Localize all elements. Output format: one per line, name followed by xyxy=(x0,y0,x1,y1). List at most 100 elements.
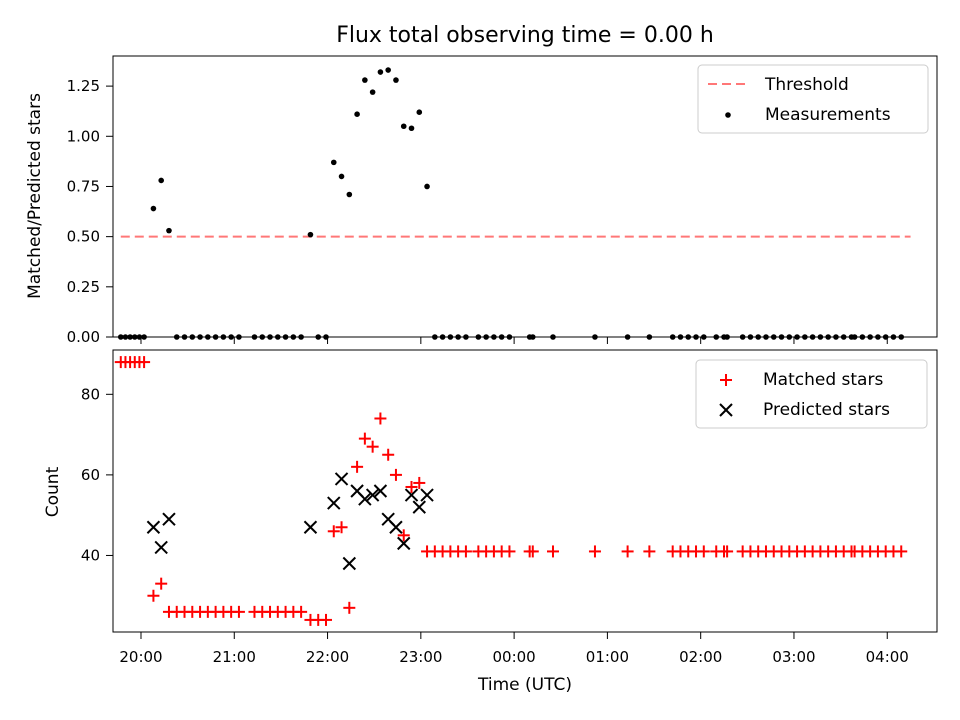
matched-star-point xyxy=(382,448,395,461)
bottom-legend-box xyxy=(695,359,928,429)
top-y-tick-label: 0.75 xyxy=(67,177,100,195)
predicted-star-point xyxy=(327,496,341,510)
matched-star-point xyxy=(546,545,559,558)
legend-matched-swatch xyxy=(720,374,732,386)
matched-star-point xyxy=(526,545,539,558)
measurement-point xyxy=(158,177,164,184)
matched-star-point xyxy=(343,601,356,614)
matched-star-point xyxy=(895,545,908,558)
top-plot-frame xyxy=(112,55,938,338)
predicted-star-point xyxy=(154,540,168,555)
top-legend: Threshold Measurements xyxy=(697,64,929,134)
bottom-y-ticks: 40 60 80 xyxy=(81,385,113,564)
top-chart-title: Flux total observing time = 0.00 h xyxy=(336,23,714,48)
matched-star-point xyxy=(138,356,151,369)
predicted-star-point xyxy=(365,488,380,502)
legend-measurements-swatch xyxy=(725,112,731,118)
measurement-point xyxy=(338,173,345,180)
predicted-star-point xyxy=(334,472,349,486)
matched-star-point xyxy=(147,589,160,602)
predicted-star-point xyxy=(397,536,411,551)
legend-predicted-label: Predicted stars xyxy=(763,400,890,420)
top-y-tick-label: 0.00 xyxy=(67,328,100,346)
matched-star-point xyxy=(405,480,418,493)
top-y-tick-label: 0.25 xyxy=(67,278,100,296)
matched-star-point xyxy=(319,613,332,626)
measurement-point xyxy=(393,77,399,83)
bottom-y-tick-label: 40 xyxy=(81,546,100,564)
bottom-x-tick-label: 21:00 xyxy=(213,648,256,666)
bottom-y-tick-label: 60 xyxy=(81,466,100,484)
top-y-axis-label: Matched/Predicted stars xyxy=(25,93,45,299)
measurement-point xyxy=(307,231,314,238)
matched-star-point xyxy=(366,440,379,453)
matched-star-point xyxy=(643,545,656,558)
top-panel: Flux total observing time = 0.00 h 0.000… xyxy=(25,23,938,346)
top-y-tick-label: 0.50 xyxy=(67,228,100,246)
predicted-star-point xyxy=(373,484,388,498)
matched-star-point xyxy=(389,468,402,481)
matched-star-point xyxy=(503,545,516,558)
top-y-ticks: 0.00 0.25 0.50 0.75 1.00 1.25 xyxy=(67,77,113,346)
bottom-panel: 40 60 80 20:00 21:00 22:00 23:00 00:00 01:00 02:… xyxy=(43,349,938,695)
bottom-y-tick-label: 80 xyxy=(81,385,100,403)
bottom-x-ticks: 20:00 21:00 22:00 23:00 00:00 01:00 02:00 03:00… xyxy=(119,632,909,666)
predicted-star-point xyxy=(146,520,161,534)
measurement-point xyxy=(400,123,407,130)
measurement-point xyxy=(362,77,368,83)
top-legend-box xyxy=(697,64,929,134)
matched-star-point xyxy=(358,432,371,445)
measurement-point xyxy=(346,191,353,198)
predicted-star-point xyxy=(162,512,176,526)
bottom-x-tick-label: 01:00 xyxy=(586,648,629,666)
measurement-point xyxy=(166,227,172,234)
matched-star-point xyxy=(588,545,601,558)
matched-star-point xyxy=(335,521,348,534)
bottom-legend: Matched stars Predicted stars xyxy=(695,359,928,429)
measurement-point xyxy=(408,125,415,132)
bottom-x-tick-label: 00:00 xyxy=(492,648,535,666)
bottom-x-tick-label: 20:00 xyxy=(119,648,162,666)
legend-threshold-label: Threshold xyxy=(764,75,849,95)
predicted-star-point xyxy=(358,492,372,506)
measurement-point xyxy=(416,109,423,115)
matched-star-point xyxy=(721,545,734,558)
legend-matched-marker xyxy=(720,374,732,386)
measurement-point xyxy=(377,69,384,75)
bottom-x-axis-label: Time (UTC) xyxy=(477,675,572,695)
matched-star-point xyxy=(397,529,410,542)
bottom-plot-frame xyxy=(112,349,938,633)
predicted-star-point xyxy=(404,488,419,502)
matched-star-point xyxy=(351,460,364,473)
top-y-tick-label: 1.25 xyxy=(67,77,100,95)
matched-star-point xyxy=(459,545,472,558)
measurement-point xyxy=(369,89,376,95)
predicted-star-point xyxy=(342,556,357,571)
measurement-point xyxy=(150,205,157,212)
bottom-y-axis-label: Count xyxy=(43,466,63,517)
predicted-star-point xyxy=(303,520,318,534)
measurement-point xyxy=(385,67,391,73)
legend-predicted-swatch xyxy=(719,403,733,417)
bottom-x-tick-label: 03:00 xyxy=(772,648,815,666)
bottom-x-tick-label: 22:00 xyxy=(306,648,349,666)
legend-predicted-marker xyxy=(719,403,733,417)
top-x-ticks xyxy=(140,337,888,344)
bottom-x-tick-label: 23:00 xyxy=(399,648,442,666)
top-y-tick-label: 1.00 xyxy=(67,127,100,145)
bottom-x-tick-label: 04:00 xyxy=(866,648,909,666)
measurement-point xyxy=(330,159,337,166)
matched-star-point xyxy=(327,525,340,538)
bottom-markers-layer xyxy=(114,356,908,626)
matched-star-point xyxy=(621,545,634,558)
matched-star-point xyxy=(697,545,710,558)
legend-measurements-label: Measurements xyxy=(765,105,891,125)
matched-star-point xyxy=(232,605,245,618)
predicted-star-point xyxy=(389,520,403,534)
matched-star-point xyxy=(374,412,387,425)
bottom-x-tick-label: 02:00 xyxy=(679,648,722,666)
measurement-point xyxy=(354,111,360,118)
matched-star-point xyxy=(295,605,308,618)
measurement-point xyxy=(424,183,430,190)
